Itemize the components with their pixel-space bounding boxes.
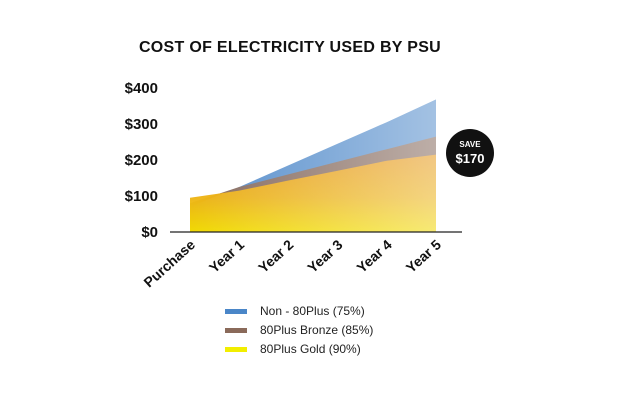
y-tick-label: $300 bbox=[125, 116, 158, 133]
y-tick-label: $200 bbox=[125, 152, 158, 169]
savings-badge-circle bbox=[446, 129, 494, 177]
legend-label: 80Plus Gold (90%) bbox=[260, 342, 361, 356]
area-highlight bbox=[190, 99, 436, 233]
y-tick-label: $400 bbox=[125, 80, 158, 97]
y-tick-label: $0 bbox=[141, 224, 158, 241]
legend-label: Non - 80Plus (75%) bbox=[260, 304, 365, 318]
legend: Non - 80Plus (75%) 80Plus Bronze (85%) 80P… bbox=[225, 304, 373, 356]
legend-swatch bbox=[225, 328, 247, 333]
legend-swatch bbox=[225, 309, 247, 314]
x-tick-label: Year 4 bbox=[353, 236, 395, 276]
legend-swatch bbox=[225, 347, 247, 352]
savings-badge-value: $170 bbox=[456, 151, 485, 166]
chart-title: COST OF ELECTRICITY USED BY PSU bbox=[139, 39, 441, 56]
x-tick-label: Year 5 bbox=[403, 236, 445, 276]
y-axis: $0 $100 $200 $300 $400 bbox=[125, 80, 158, 241]
x-tick-label: Year 1 bbox=[206, 236, 248, 276]
plot-area bbox=[190, 99, 436, 233]
x-axis: Purchase Year 1 Year 2 Year 3 Year 4 Year 5 bbox=[140, 236, 444, 290]
x-tick-label: Purchase bbox=[140, 236, 198, 290]
savings-badge-label: SAVE bbox=[459, 140, 481, 149]
savings-badge: SAVE $170 bbox=[446, 129, 494, 177]
y-tick-label: $100 bbox=[125, 188, 158, 205]
legend-label: 80Plus Bronze (85%) bbox=[260, 323, 373, 337]
x-tick-label: Year 3 bbox=[304, 236, 346, 276]
x-tick-label: Year 2 bbox=[255, 236, 297, 276]
